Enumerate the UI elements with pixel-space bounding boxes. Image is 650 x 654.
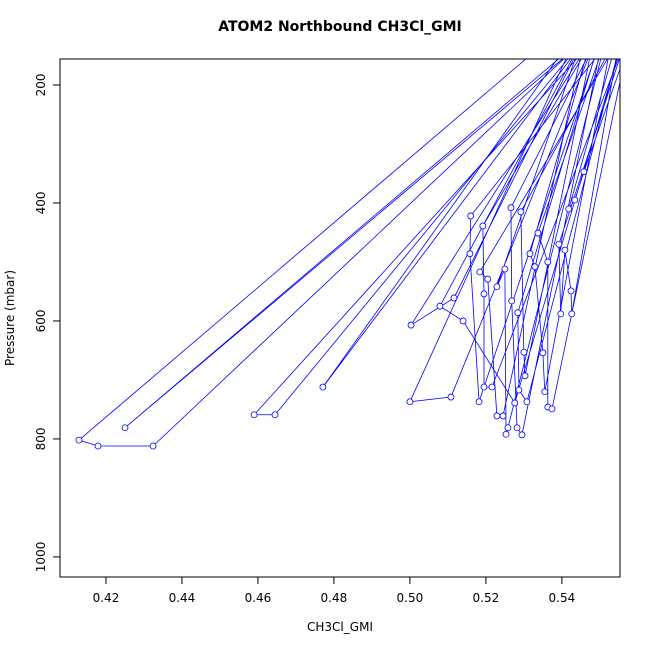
data-point [75,436,83,444]
data-point [250,411,258,419]
x-tick-label: 0.42 [93,591,120,605]
data-point [567,287,575,295]
data-point [479,222,487,230]
data-point [476,268,484,276]
y-axis-label: Pressure (mbar) [3,270,17,366]
x-tick-label: 0.50 [397,591,424,605]
data-point [520,348,528,356]
data-point [488,383,496,391]
data-point [447,393,455,401]
plot-area [75,59,620,450]
data-point [466,250,474,258]
data-point [149,442,157,450]
data-point [493,283,501,291]
data-point [406,398,414,406]
data-point [467,212,475,220]
data-point [271,411,279,419]
data-point [517,208,525,216]
x-tick-label: 0.48 [321,591,348,605]
data-point [504,424,512,432]
y-tick-label: 200 [34,74,48,97]
x-axis-label: CH3Cl_GMI [307,620,373,634]
data-point [407,321,415,329]
x-tick-label: 0.54 [549,591,576,605]
data-point [319,383,327,391]
data-point [499,412,507,420]
data-point [548,405,556,413]
y-tick-label: 600 [34,309,48,332]
data-point [502,430,510,438]
data-point [480,290,488,298]
data-point [539,349,547,357]
data-point [508,297,516,305]
data-point [555,240,563,248]
data-point [526,250,534,258]
x-tick-label: 0.46 [245,591,272,605]
data-point [515,386,523,394]
data-point [544,258,552,266]
data-point [568,310,576,318]
data-point [514,309,522,317]
chart-title: ATOM2 Northbound CH3Cl_GMI [218,19,462,35]
data-point [580,168,588,176]
plot-frame [59,58,621,578]
data-point [507,204,515,212]
data-point [121,424,129,432]
data-point [565,205,573,213]
data-point [493,412,501,420]
data-point [541,388,549,396]
data-point [450,294,458,302]
data-point [459,317,467,325]
y-tick-label: 800 [34,427,48,450]
data-point [513,424,521,432]
data-point [94,442,102,450]
x-tick-label: 0.52 [473,591,500,605]
data-line [78,59,620,447]
data-point [436,302,444,310]
data-point [521,372,529,380]
data-point [475,398,483,406]
data-point [518,431,526,439]
data-point [484,275,492,283]
data-point [557,310,565,318]
data-point [501,265,509,273]
data-point [480,383,488,391]
x-tick-label: 0.44 [169,591,196,605]
data-point [531,263,539,271]
data-point [523,398,531,406]
y-tick-label: 400 [34,192,48,215]
data-point [571,196,579,204]
data-point [561,246,569,254]
data-point [511,399,519,407]
data-point [534,229,542,237]
y-tick-label: 1000 [34,542,48,573]
